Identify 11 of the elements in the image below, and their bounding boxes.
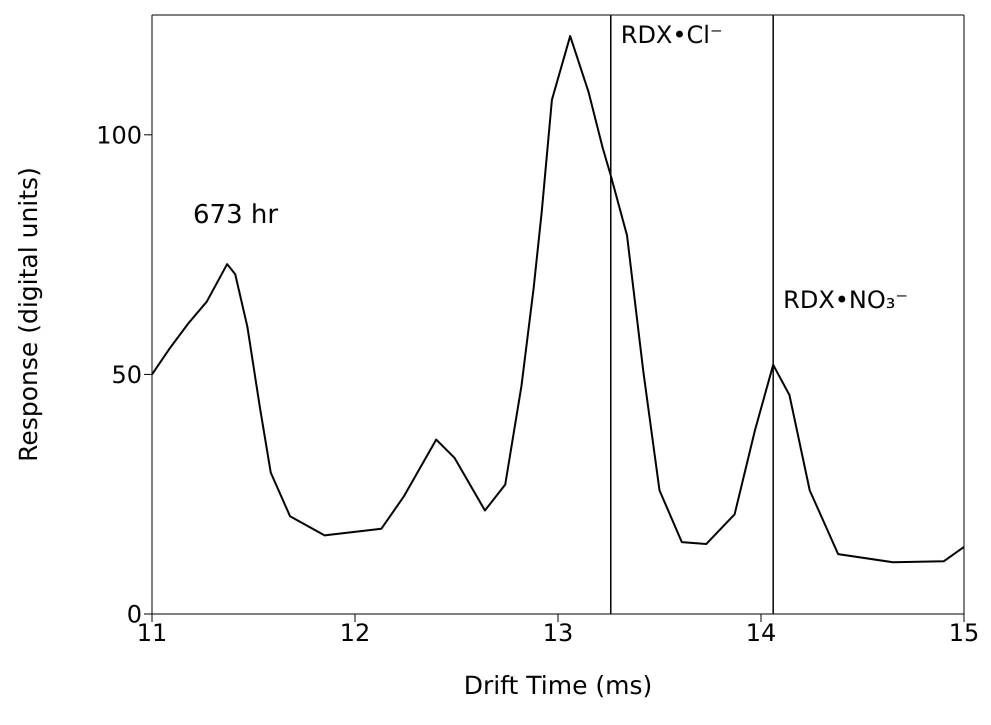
x-axis-title: Drift Time (ms) [464, 671, 652, 700]
x-tick-label: 13 [542, 619, 574, 648]
x-tick-label: 12 [340, 619, 370, 648]
y-tick-label: 50 [111, 360, 142, 389]
y-axis-title: Response (digital units) [14, 167, 43, 462]
x-tick-label: 14 [746, 619, 776, 648]
ref-line-label: RDX•Cl⁻ [620, 21, 723, 49]
ref-line-label: RDX•NO₃⁻ [783, 286, 908, 314]
y-tick-label: 100 [96, 121, 142, 150]
x-tick-label: 15 [948, 619, 980, 648]
annotation: 673 hr [193, 200, 278, 230]
